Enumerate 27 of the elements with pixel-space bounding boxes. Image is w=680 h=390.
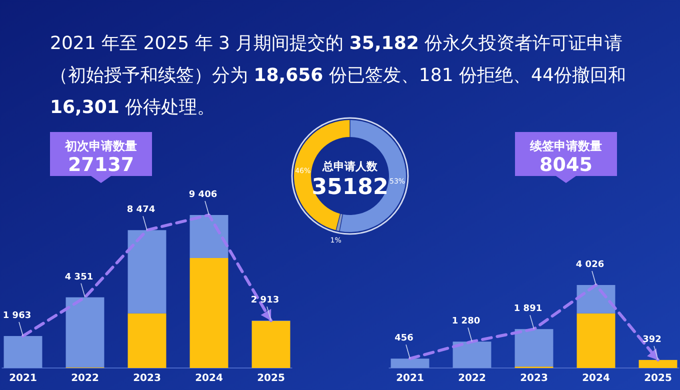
x-tick-label: 2024 [582, 373, 610, 384]
annotation: 9 406 [188, 190, 218, 200]
x-tick-label: 2024 [195, 373, 223, 384]
x-tick-label: 2023 [520, 373, 548, 384]
annotation: 4 026 [576, 260, 604, 270]
chart-subtitle: 8045 [540, 154, 592, 176]
chart-title: 初次申请数量 [64, 139, 137, 153]
chart-title: 续签申请数量 [529, 139, 602, 153]
annotation: 1 963 [2, 311, 32, 322]
x-tick-label: 2022 [71, 373, 99, 384]
annotation: 456 [394, 334, 414, 344]
annotation: 1 280 [452, 316, 480, 327]
annotation: 392 [642, 334, 662, 345]
x-tick-label: 2021 [9, 373, 37, 384]
annotation: 4 351 [64, 272, 94, 282]
annotation: 1 891 [514, 304, 542, 314]
annotation: 2 913 [250, 296, 280, 306]
text: 总申请人数 [322, 160, 378, 173]
x-tick-label: 2025 [257, 373, 285, 384]
x-tick-label: 2022 [458, 373, 486, 384]
x-tick-label: 2021 [396, 373, 424, 384]
annotation: 8 474 [126, 205, 156, 216]
text: 35182 [312, 175, 388, 200]
chart-title: 2021 年至 2025 年 3 月期间提交的 35,182 份永久投资者许可证申请（初始授予和续签）分为 18,656 份已签发、181 份拒绝、44份撤回和 16,301 份待处理。 [50, 33, 626, 118]
x-tick-label: 2025 [644, 373, 672, 384]
chart-subtitle: 27137 [68, 154, 134, 176]
x-tick-label: 2023 [133, 373, 161, 384]
